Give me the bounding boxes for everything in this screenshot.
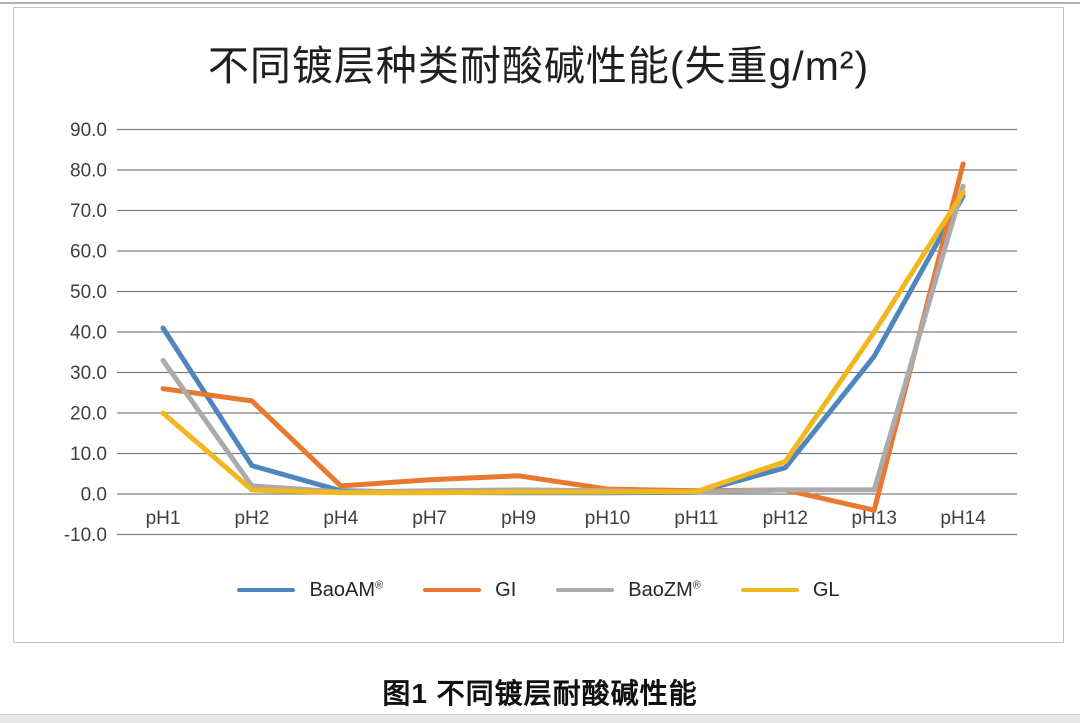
- x-axis-category-label: pH7: [412, 508, 447, 529]
- series-line-gi: [160, 161, 966, 513]
- x-axis-category-label: pH9: [501, 508, 536, 529]
- legend-label: GL: [812, 579, 840, 601]
- y-axis-tick-label: 0.0: [81, 485, 107, 506]
- legend-line-swatch: [237, 588, 296, 592]
- page-top-divider: [0, 2, 1080, 4]
- legend-line-swatch: [423, 588, 482, 592]
- y-axis-tick-label: 60.0: [70, 242, 107, 263]
- y-axis-tick-label: 20.0: [70, 404, 107, 425]
- y-axis-tick-label: 40.0: [70, 323, 107, 344]
- page-bottom-bar: [0, 714, 1080, 723]
- series-line-gl: [160, 189, 966, 496]
- legend-item-baoam: BaoAM®: [237, 580, 383, 600]
- legend-item-gi: GI: [423, 580, 516, 600]
- chart-legend: BaoAM® GI BaoZM® GL: [14, 574, 1063, 606]
- chart-card: 不同镀层种类耐酸碱性能(失重g/m²) 90.0 80.0 70.0 60.0 50.0…: [13, 7, 1064, 643]
- line-chart-plot: 90.0 80.0 70.0 60.0 50.0 40.0 30.0 20.0 10.0 0.0 -…: [64, 120, 1017, 546]
- y-axis-tick-label: 50.0: [70, 282, 107, 303]
- y-axis-tick-label: 70.0: [70, 201, 107, 222]
- x-axis-category-label: pH1: [146, 508, 181, 529]
- x-axis-category-label: pH4: [323, 508, 358, 529]
- series-line-baozm: [160, 183, 966, 495]
- legend-item-baozm: BaoZM®: [556, 580, 701, 600]
- y-axis-tick-label: 30.0: [70, 363, 107, 384]
- legend-label: BaoZM®: [628, 579, 701, 601]
- legend-label: GI: [495, 579, 517, 601]
- y-axis-tick-label: 90.0: [70, 120, 107, 141]
- x-axis-category-label: pH14: [940, 508, 986, 529]
- x-axis-category-label: pH13: [851, 508, 896, 529]
- x-axis-category-label: pH10: [585, 508, 630, 529]
- figure-caption: 图1 不同镀层耐酸碱性能: [382, 678, 698, 709]
- x-axis-category-label: pH2: [234, 508, 269, 529]
- series-line-baoam: [160, 193, 966, 496]
- y-axis-tick-label: -10.0: [64, 525, 107, 546]
- chart-title: 不同镀层种类耐酸碱性能(失重g/m²): [207, 43, 870, 89]
- y-axis-tick-label: 80.0: [70, 161, 107, 182]
- legend-line-swatch: [556, 588, 615, 592]
- x-axis-category-label: pH12: [763, 508, 808, 529]
- legend-label: BaoAM®: [309, 579, 384, 601]
- y-axis-tick-label: 10.0: [70, 444, 107, 465]
- x-axis-category-label: pH11: [674, 508, 718, 529]
- legend-line-swatch: [740, 588, 799, 592]
- legend-item-gl: GL: [740, 579, 840, 601]
